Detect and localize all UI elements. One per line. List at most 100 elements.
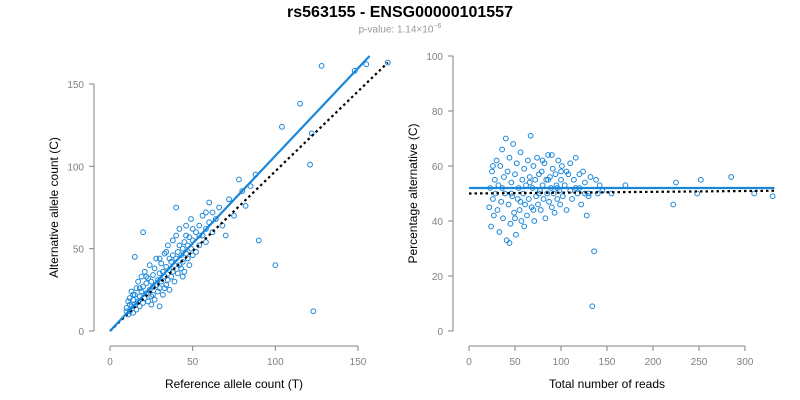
right-data-point (548, 152, 555, 158)
right-y-tick-label: 0 (437, 327, 443, 338)
right-data-point (490, 163, 496, 169)
right-data-point (567, 160, 574, 167)
left-data-point (226, 196, 232, 203)
left-data-point (196, 242, 203, 249)
left-data-point (155, 277, 161, 283)
left-data-point (161, 285, 168, 292)
right-data-point (530, 163, 537, 169)
left-data-point (188, 216, 194, 222)
left-data-point (150, 291, 156, 298)
right-data-point (496, 229, 503, 235)
right-data-point (525, 196, 532, 202)
right-data-point (583, 212, 590, 219)
left-data-point (140, 229, 146, 236)
left-data-point (318, 62, 325, 69)
right-data-point (594, 190, 601, 197)
left-data-point (145, 298, 151, 305)
right-data-point (576, 171, 583, 178)
right-data-point (498, 198, 505, 205)
left-data-point (183, 222, 189, 229)
right-data-point (558, 176, 564, 183)
right-data-point (535, 201, 541, 208)
right-data-point (559, 163, 565, 169)
right-data-point (494, 207, 501, 213)
left-data-point (168, 258, 175, 265)
right-data-point (530, 207, 537, 213)
right-y-tick-label: 100 (426, 52, 443, 63)
left-data-point (236, 176, 242, 183)
left-data-point (209, 229, 216, 236)
right-data-point (516, 207, 523, 213)
right-data-point (551, 209, 558, 216)
left-data-point (242, 202, 249, 209)
p-value-text: p-value: 1.14×10 (358, 24, 434, 36)
left-data-point (189, 226, 196, 232)
right-data-point (593, 176, 599, 183)
right-data-point (769, 193, 776, 200)
right-data-point (514, 196, 521, 202)
right-x-tick-label: 150 (599, 357, 616, 368)
left-fit-line (109, 55, 371, 332)
right-x-tick-label: 0 (466, 357, 472, 368)
right-data-point (591, 248, 598, 255)
left-data-point (145, 275, 151, 282)
left-data-point (199, 212, 206, 219)
right-data-point (507, 220, 514, 227)
left-y-tick-label: 50 (73, 245, 85, 256)
left-y-tick-label: 0 (78, 327, 84, 338)
left-data-point (131, 254, 138, 260)
left-data-point (126, 295, 133, 301)
right-data-point (489, 168, 495, 175)
left-data-point (151, 296, 158, 303)
right-reference-line (468, 189, 775, 195)
left-data-point (255, 237, 262, 244)
left-data-point (143, 273, 150, 280)
right-data-point (557, 201, 563, 208)
left-x-tick-label: 0 (107, 357, 113, 368)
right-data-point (544, 190, 551, 197)
right-data-point (673, 179, 679, 186)
right-data-point (526, 174, 533, 180)
left-data-point (140, 283, 146, 290)
right-data-point (558, 168, 564, 175)
right-data-point (589, 303, 596, 310)
left-data-point (209, 209, 216, 216)
right-data-point (578, 201, 585, 208)
right-data-point (517, 149, 524, 156)
right-y-axis-title: Percentage alternative (C) (406, 123, 420, 263)
left-data-point (148, 278, 155, 285)
left-data-point (136, 285, 143, 292)
right-data-point (519, 176, 526, 183)
left-data-point (179, 258, 186, 265)
left-data-point (125, 298, 132, 305)
right-data-point (550, 190, 557, 197)
right-data-point (500, 215, 506, 222)
left-data-point (133, 306, 140, 313)
right-data-point (572, 154, 579, 161)
left-data-point (146, 262, 153, 269)
left-data-point (222, 232, 229, 239)
right-data-point (508, 179, 515, 186)
left-data-point (136, 303, 143, 310)
left-data-point (310, 308, 317, 315)
left-data-point (169, 237, 176, 244)
p-value-subtitle: p-value: 1.14×10−6 (0, 23, 800, 35)
right-y-tick-label: 60 (432, 162, 444, 173)
left-data-point (307, 161, 313, 168)
right-data-point (517, 198, 524, 205)
right-data-point (697, 176, 704, 183)
left-data-point (202, 209, 209, 216)
left-data-point (150, 272, 156, 278)
right-data-point (548, 204, 555, 211)
left-data-point (161, 250, 168, 257)
left-data-point (176, 242, 183, 249)
right-data-point (570, 176, 577, 183)
right-data-point (542, 215, 549, 222)
left-data-point (202, 239, 209, 245)
right-x-tick-label: 50 (509, 357, 521, 368)
right-data-point (522, 201, 529, 208)
right-x-tick-label: 250 (691, 357, 708, 368)
left-data-point (173, 204, 180, 211)
right-data-point (582, 190, 588, 197)
